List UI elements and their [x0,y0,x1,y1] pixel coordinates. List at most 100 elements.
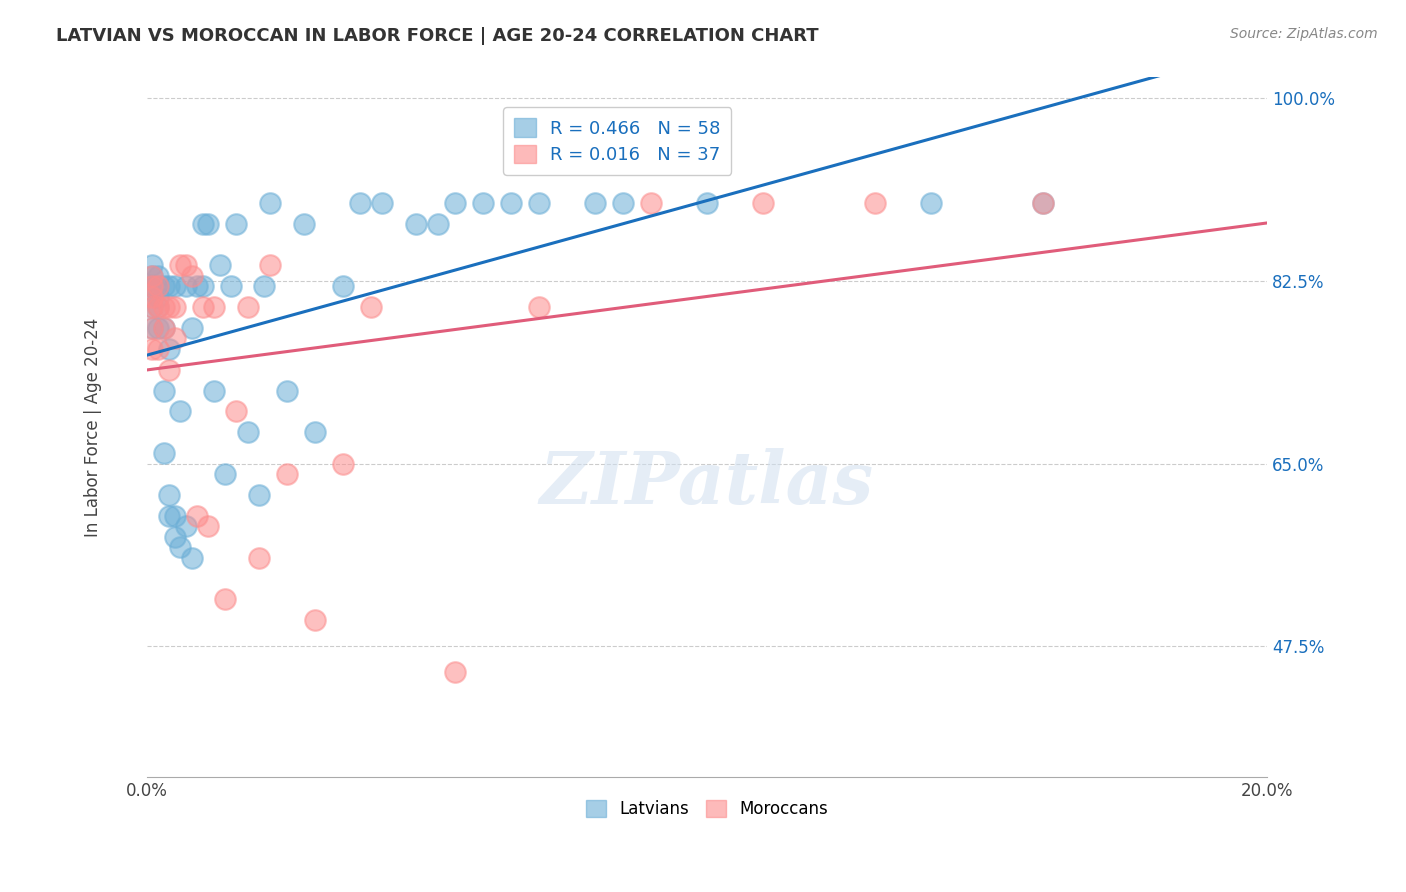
Moroccans [157,363,180,377]
Latvians [427,217,450,231]
Moroccans [186,508,208,523]
Moroccans [163,300,186,314]
Latvians [612,195,634,210]
Latvians [202,384,225,398]
Latvians [141,300,163,314]
Moroccans [141,342,163,356]
Latvians [174,519,197,533]
Latvians [180,550,202,565]
Latvians [152,446,174,460]
Latvians [146,268,169,283]
Latvians [527,195,550,210]
Latvians [141,258,163,272]
Latvians [304,425,326,440]
Latvians [1032,195,1054,210]
Latvians [163,279,186,293]
Moroccans [225,404,247,418]
Text: Source: ZipAtlas.com: Source: ZipAtlas.com [1230,27,1378,41]
Moroccans [152,321,174,335]
Latvians [920,195,942,210]
Latvians [146,279,169,293]
Moroccans [141,290,163,304]
Moroccans [146,279,169,293]
Latvians [163,508,186,523]
Moroccans [332,457,354,471]
Moroccans [146,342,169,356]
Moroccans [169,258,191,272]
Moroccans [214,592,236,607]
Latvians [174,279,197,293]
Latvians [141,268,163,283]
Latvians [332,279,354,293]
Latvians [191,279,214,293]
Latvians [163,530,186,544]
Latvians [157,279,180,293]
Moroccans [141,321,163,335]
Latvians [197,217,219,231]
Latvians [152,384,174,398]
Text: ZIPatlas: ZIPatlas [540,448,875,518]
Moroccans [141,268,163,283]
Latvians [169,540,191,554]
Latvians [471,195,494,210]
Moroccans [1032,195,1054,210]
Latvians [583,195,606,210]
Moroccans [752,195,775,210]
Latvians [253,279,276,293]
Latvians [259,195,281,210]
Latvians [141,279,163,293]
Latvians [219,279,242,293]
Moroccans [202,300,225,314]
Y-axis label: In Labor Force | Age 20-24: In Labor Force | Age 20-24 [84,318,103,537]
Latvians [157,508,180,523]
Moroccans [360,300,382,314]
Latvians [146,321,169,335]
Latvians [214,467,236,482]
Legend: Latvians, Moroccans: Latvians, Moroccans [579,793,835,824]
Latvians [152,279,174,293]
Latvians [186,279,208,293]
Latvians [225,217,247,231]
Moroccans [152,300,174,314]
Latvians [180,321,202,335]
Moroccans [163,331,186,345]
Moroccans [157,300,180,314]
Moroccans [197,519,219,533]
Moroccans [191,300,214,314]
Latvians [141,321,163,335]
Latvians [499,195,522,210]
Moroccans [247,550,270,565]
Latvians [141,279,163,293]
Latvians [146,290,169,304]
Moroccans [174,258,197,272]
Latvians [236,425,259,440]
Text: LATVIAN VS MOROCCAN IN LABOR FORCE | AGE 20-24 CORRELATION CHART: LATVIAN VS MOROCCAN IN LABOR FORCE | AGE… [56,27,818,45]
Moroccans [444,665,467,680]
Latvians [444,195,467,210]
Latvians [405,217,427,231]
Moroccans [141,300,163,314]
Moroccans [180,268,202,283]
Moroccans [640,195,662,210]
Latvians [157,488,180,502]
Moroccans [141,279,163,293]
Moroccans [236,300,259,314]
Moroccans [527,300,550,314]
Latvians [152,321,174,335]
Latvians [208,258,231,272]
Moroccans [259,258,281,272]
Latvians [292,217,315,231]
Moroccans [863,195,886,210]
Latvians [247,488,270,502]
Moroccans [276,467,298,482]
Latvians [146,300,169,314]
Latvians [696,195,718,210]
Latvians [349,195,371,210]
Moroccans [304,613,326,627]
Latvians [191,217,214,231]
Latvians [371,195,394,210]
Latvians [157,342,180,356]
Moroccans [146,300,169,314]
Latvians [169,404,191,418]
Latvians [276,384,298,398]
